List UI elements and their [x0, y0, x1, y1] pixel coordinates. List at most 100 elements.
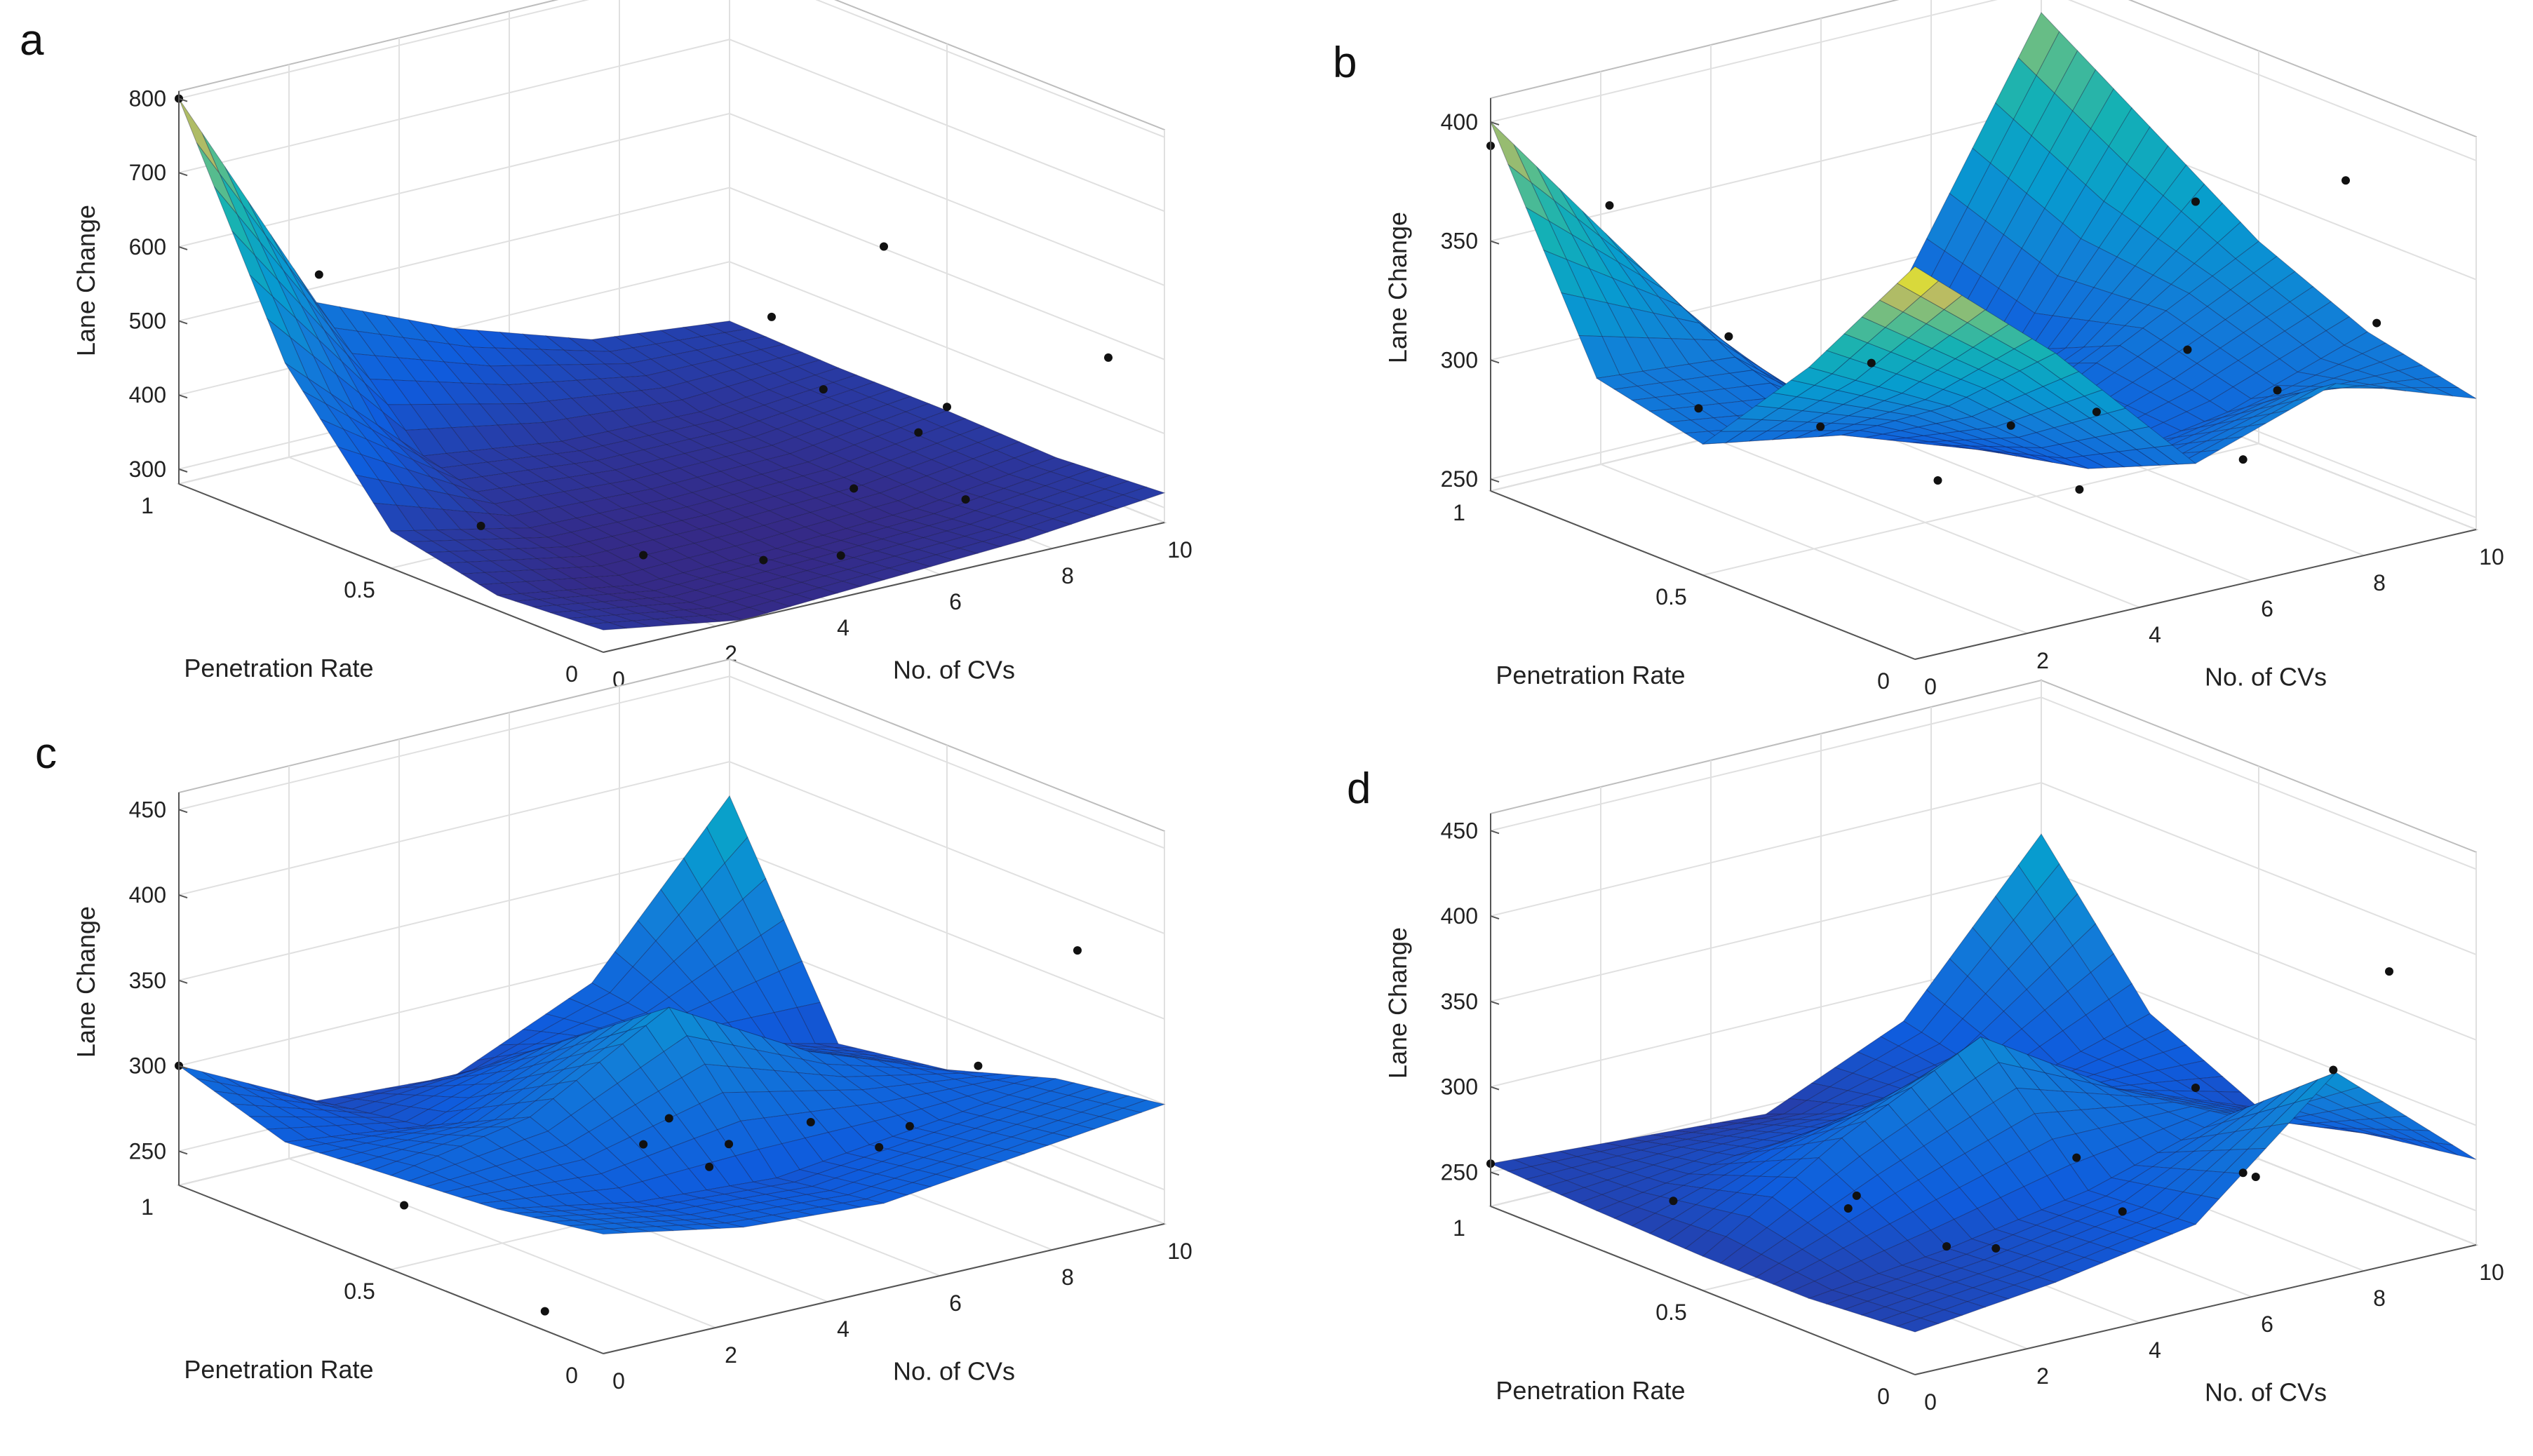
surface-facet	[2310, 1111, 2352, 1122]
surface-facet	[2363, 1100, 2407, 1118]
data-point	[2191, 1083, 2200, 1092]
surface-facet	[497, 1207, 539, 1214]
z-tick-mark	[1490, 478, 1500, 483]
surface-facet	[392, 379, 435, 405]
surface-facet	[558, 364, 601, 381]
surface-facet	[506, 1185, 551, 1199]
surface-facet	[433, 403, 476, 429]
x-tick-label: 10	[1167, 1239, 1192, 1264]
surface-facet	[403, 1079, 445, 1088]
x-tick-label: 4	[2149, 1337, 2161, 1363]
data-point	[705, 1162, 714, 1171]
surface-facet	[694, 419, 737, 435]
surface-facet	[1752, 1139, 1794, 1153]
surface-facet	[1631, 1213, 1674, 1234]
surface-facet	[764, 565, 809, 578]
surface-facet	[864, 1190, 909, 1204]
data-point	[2385, 967, 2393, 976]
y-axis-label: Penetration Rate	[184, 1355, 373, 1384]
surface-facet	[1983, 1250, 2027, 1267]
surface-facet	[2189, 275, 2231, 307]
surface-facet	[1490, 121, 1532, 183]
surface-facet	[1611, 1160, 1655, 1173]
surface-facet	[2164, 1168, 2208, 1193]
data-point	[1816, 422, 1825, 431]
surface-facet	[514, 1211, 556, 1218]
surface-facet	[2200, 1171, 2243, 1200]
y-axis-label: Penetration Rate	[1496, 661, 1685, 689]
surface-facet	[2351, 1118, 2394, 1130]
surface-facet	[1939, 1036, 1982, 1065]
surface-facet	[1931, 335, 1974, 359]
surface-facet	[792, 1043, 834, 1048]
surface-facet	[1697, 1121, 1738, 1128]
surface-facet	[678, 1223, 720, 1230]
surface-facet	[617, 390, 660, 408]
surface-facet	[2191, 1106, 2233, 1114]
surface-facet	[1595, 1201, 1639, 1219]
data-point	[1669, 1197, 1678, 1206]
z-tick-label: 300	[129, 1053, 166, 1079]
surface-facet	[655, 616, 697, 626]
surface-facet	[1879, 283, 1921, 313]
surface-facet	[1930, 1218, 1973, 1249]
surface-facet	[1674, 1150, 1718, 1162]
surface-facet	[213, 186, 255, 256]
surface-facet	[2398, 1137, 2440, 1152]
panel-letter: d	[1347, 764, 1371, 813]
data-point	[2092, 407, 2101, 417]
surface-facet	[1634, 1153, 1678, 1166]
surface-facet	[539, 491, 583, 508]
surface-facet	[884, 1084, 928, 1099]
x-tick-label: 10	[2479, 1260, 2504, 1285]
surface-facet	[2338, 353, 2381, 371]
surface-facet	[2080, 1107, 2123, 1129]
surface-facet	[2374, 1128, 2417, 1141]
surface-facet	[590, 586, 632, 595]
surface-facet	[1765, 420, 1810, 432]
data-point	[880, 242, 888, 251]
surface-facet	[2057, 1051, 2100, 1070]
surface-facet	[2182, 1170, 2226, 1197]
surface-facet	[1702, 1236, 1745, 1264]
surface-facet	[841, 574, 885, 587]
data-point	[540, 1307, 549, 1316]
surface-facet	[468, 448, 511, 463]
surface-facet	[372, 1161, 416, 1176]
surface-facet	[1669, 1161, 1714, 1175]
surface-facet	[557, 501, 601, 519]
z-tick-label: 450	[1441, 818, 1478, 843]
surface-facet	[1524, 1173, 1568, 1188]
data-point	[2118, 1207, 2127, 1216]
surface-facet	[580, 497, 624, 514]
surface-facet	[2060, 371, 2103, 397]
x-tick-label: 10	[1167, 537, 1192, 562]
y-tick-label: 0	[565, 661, 578, 687]
surface-facet	[1768, 1125, 1810, 1134]
surface-facet	[1682, 376, 1726, 393]
surface-facet	[2351, 375, 2393, 386]
surface-facet	[603, 363, 647, 378]
z-axis-label: Lane Change	[1383, 212, 1412, 363]
surface-facet	[553, 379, 596, 399]
surface-facet	[2345, 1104, 2389, 1119]
surface-mesh	[178, 98, 1166, 631]
x-tick-label: 8	[2373, 570, 2386, 595]
surface-facet	[2196, 347, 2239, 376]
surface-facet	[564, 541, 608, 557]
surface-facet	[1735, 1143, 1776, 1157]
surface-facet	[2159, 1192, 2202, 1220]
data-point	[1933, 476, 1942, 485]
surface-facet	[652, 1114, 695, 1148]
surface-facet	[2095, 345, 2139, 373]
surface-facet	[1531, 182, 1573, 236]
surface-facet	[219, 173, 261, 243]
surface-facet	[1722, 1137, 1763, 1147]
surface-facet	[523, 1069, 565, 1090]
surface-facet	[260, 242, 302, 306]
surface-facet	[2041, 1199, 2084, 1216]
panel-letter: c	[35, 729, 57, 778]
panel-letter: b	[1333, 39, 1357, 87]
surface-facet	[2062, 184, 2104, 240]
z-tick-label: 250	[129, 1138, 166, 1164]
